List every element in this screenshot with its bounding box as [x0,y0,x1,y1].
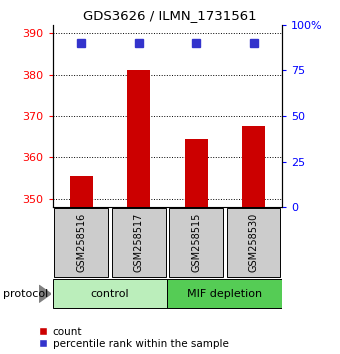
Bar [127,70,150,207]
Text: protocol: protocol [3,289,49,299]
FancyBboxPatch shape [54,208,108,277]
Bar [242,126,265,207]
Legend: count, percentile rank within the sample: count, percentile rank within the sample [39,327,228,349]
FancyBboxPatch shape [167,280,282,308]
Text: GSM258516: GSM258516 [76,213,86,272]
FancyBboxPatch shape [112,208,166,277]
FancyBboxPatch shape [53,280,167,308]
Bar [70,176,93,207]
Polygon shape [39,285,51,302]
Text: MIF depletion: MIF depletion [187,289,262,299]
Text: GDS3626 / ILMN_1731561: GDS3626 / ILMN_1731561 [83,9,257,22]
Text: control: control [91,289,130,299]
Text: GSM258515: GSM258515 [191,213,201,272]
Text: GSM258530: GSM258530 [249,213,258,272]
Bar [185,139,208,207]
Text: GSM258517: GSM258517 [134,213,144,272]
FancyBboxPatch shape [169,208,223,277]
FancyBboxPatch shape [226,208,280,277]
